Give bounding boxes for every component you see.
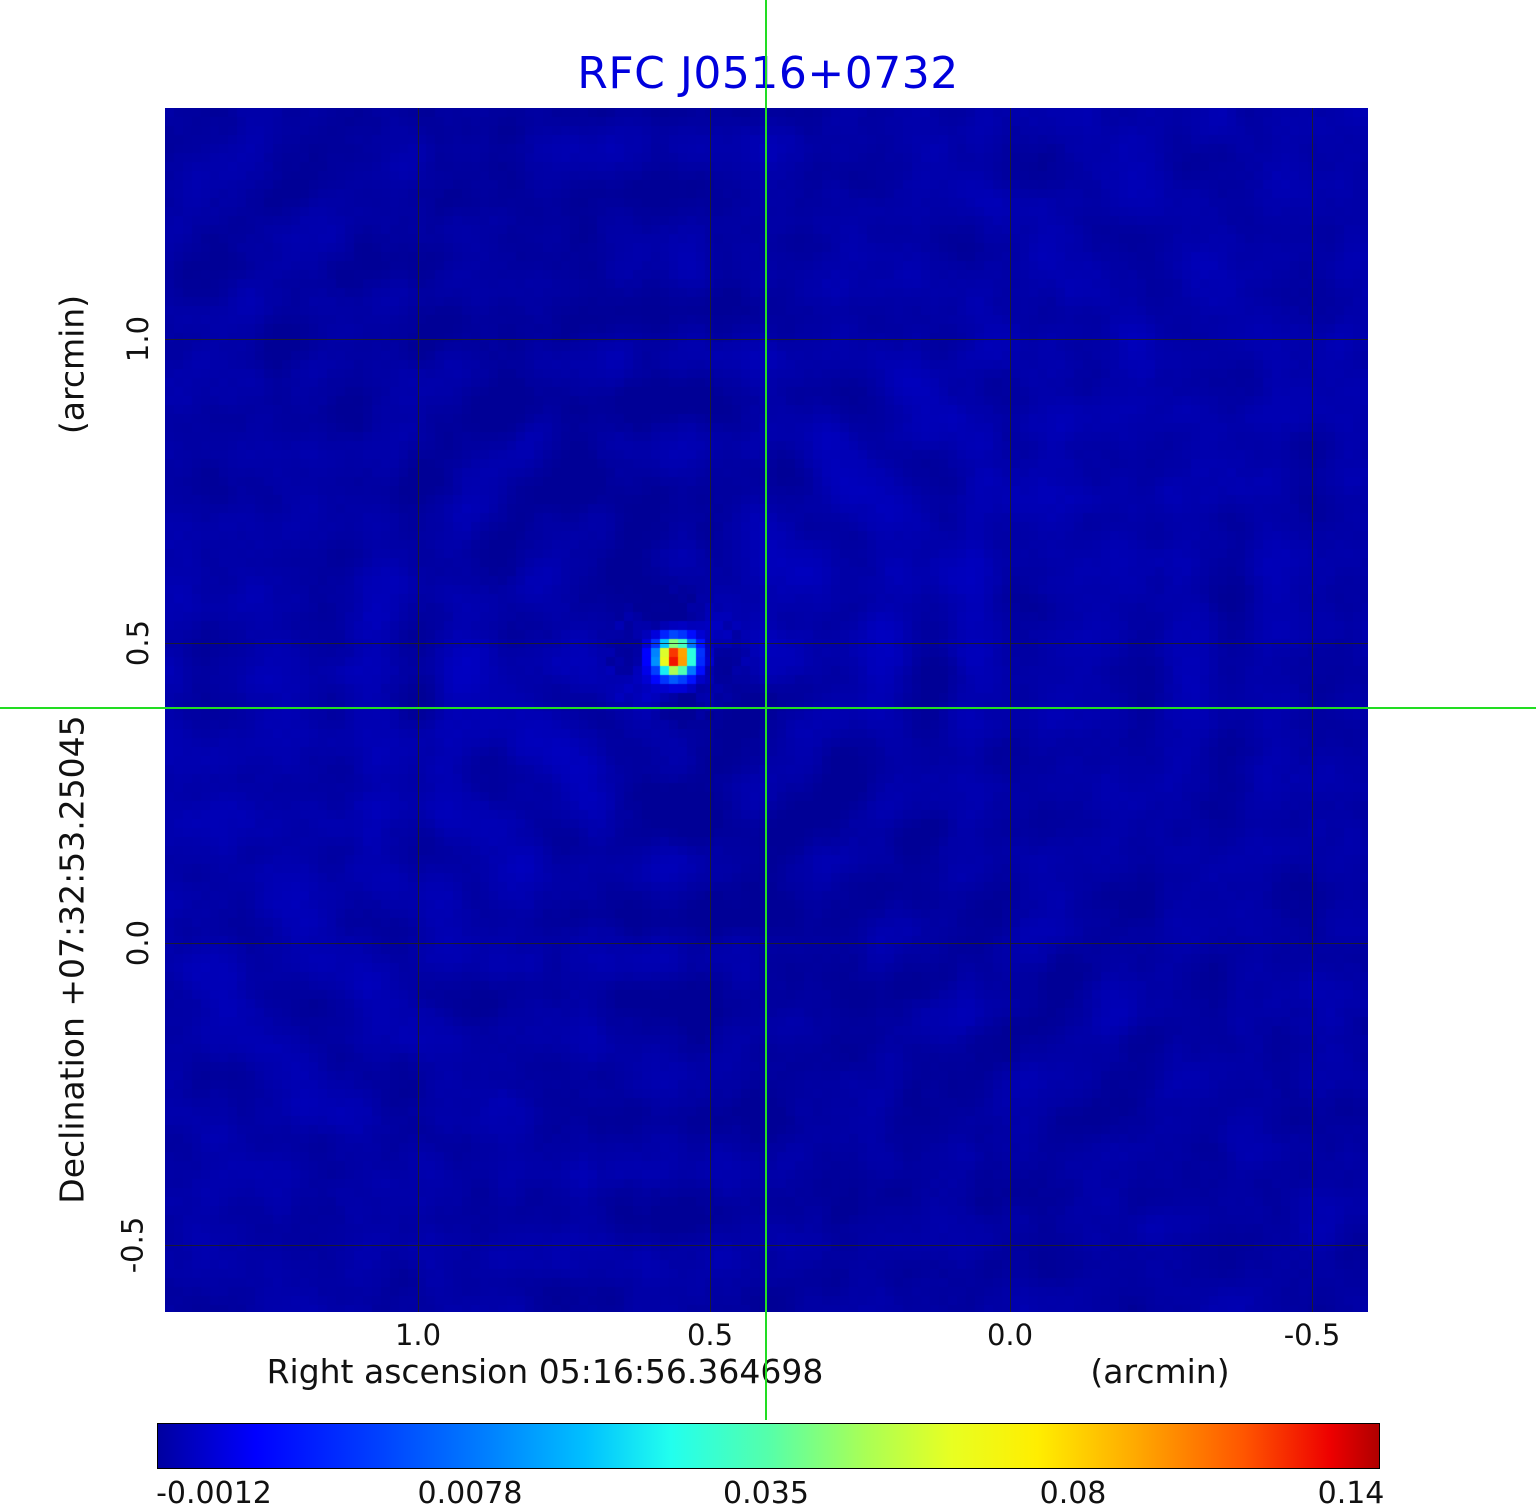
x-tick-label: 1.0 xyxy=(394,1318,442,1352)
crosshair-horizontal xyxy=(0,707,1536,709)
y-tick-label: 0.0 xyxy=(120,919,155,967)
x-axis-label: Right ascension 05:16:56.364698 xyxy=(266,1352,824,1391)
colorbar-tick-label: 0.035 xyxy=(723,1476,809,1511)
colorbar-tick-label: 0.0078 xyxy=(417,1476,523,1511)
y-tick-label: -0.5 xyxy=(115,1216,150,1274)
colorbar-tick-label: -0.0012 xyxy=(156,1476,272,1511)
x-tick-label: -0.5 xyxy=(1283,1318,1341,1352)
x-tick-label: 0.0 xyxy=(986,1318,1034,1352)
x-axis-unit: (arcmin) xyxy=(1090,1352,1230,1391)
colorbar-tick-label: 0.14 xyxy=(1317,1476,1385,1511)
page-title: RFC J0516+0732 xyxy=(577,48,959,99)
y-axis-unit: (arcmin) xyxy=(52,294,92,435)
colorbar-gradient xyxy=(157,1423,1380,1469)
y-tick-label: 0.5 xyxy=(120,619,155,667)
colorbar-tick-label: 0.08 xyxy=(1039,1476,1107,1511)
y-tick-label: 1.0 xyxy=(120,315,155,363)
crosshair-vertical xyxy=(765,0,767,1420)
x-tick-label: 0.5 xyxy=(686,1318,734,1352)
y-axis-label: Declination +07:32:53.25045 xyxy=(52,715,92,1204)
colorbar[interactable] xyxy=(157,1423,1380,1469)
